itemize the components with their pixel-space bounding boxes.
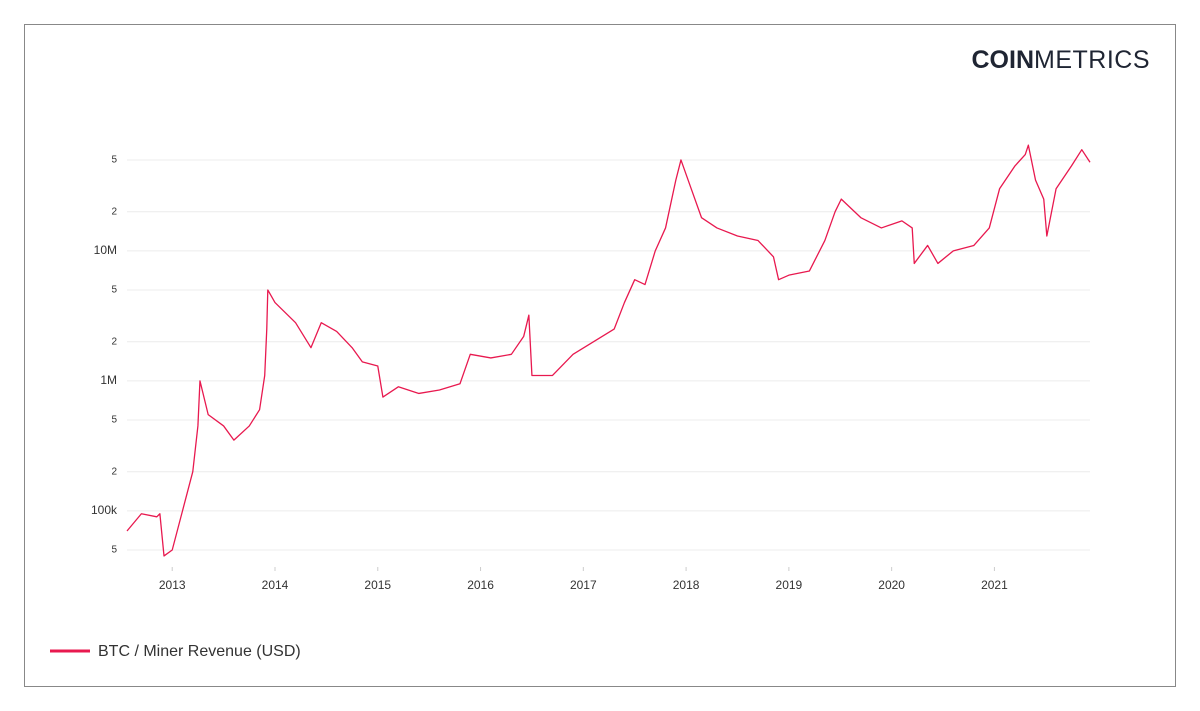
series-line: [126, 144, 1091, 557]
x-tick-label: 2013: [159, 578, 186, 592]
y-tick-label: 5: [111, 285, 117, 296]
x-tick-label: 2014: [262, 578, 289, 592]
y-tick-label: 1M: [100, 373, 117, 387]
y-tick-label: 5: [111, 155, 117, 166]
legend-label: BTC / Miner Revenue (USD): [98, 643, 301, 660]
y-tick-label: 2: [111, 206, 117, 217]
x-tick-label: 2019: [776, 578, 803, 592]
y-tick-label: 10M: [94, 243, 117, 257]
y-tick-label: 5: [111, 545, 117, 556]
y-tick-label: 2: [111, 336, 117, 347]
y-tick-label: 5: [111, 415, 117, 426]
frame: [24, 24, 1176, 687]
x-tick-label: 2018: [673, 578, 700, 592]
y-tick-label: 2: [111, 466, 117, 477]
x-tick-label: 2015: [364, 578, 391, 592]
x-tick-label: 2017: [570, 578, 597, 592]
x-tick-label: 2020: [878, 578, 905, 592]
logo: COINMETRICS: [972, 46, 1151, 74]
x-tick-label: 2016: [467, 578, 494, 592]
y-tick-label: 100k: [91, 503, 118, 517]
x-tick-label: 2021: [981, 578, 1008, 592]
